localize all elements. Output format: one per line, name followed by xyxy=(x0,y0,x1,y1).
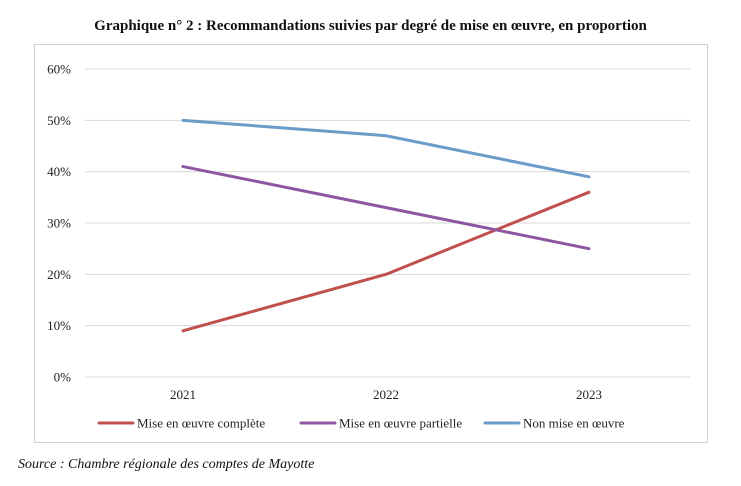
y-tick-label: 20% xyxy=(47,267,71,282)
legend-label: Mise en œuvre complète xyxy=(137,416,265,431)
x-tick-label: 2023 xyxy=(576,387,602,402)
legend-label: Mise en œuvre partielle xyxy=(339,416,462,431)
x-tick-label: 2021 xyxy=(170,387,196,402)
y-tick-label: 40% xyxy=(47,164,71,179)
chart-title: Graphique n° 2 : Recommandations suivies… xyxy=(94,18,647,34)
series-line xyxy=(181,165,591,251)
y-tick-label: 30% xyxy=(47,216,71,231)
y-tick-label: 60% xyxy=(47,62,71,77)
x-tick-label: 2022 xyxy=(373,387,399,402)
source-note: Source : Chambre régionale des comptes d… xyxy=(18,457,315,472)
chart-frame xyxy=(34,44,708,443)
series-line xyxy=(181,190,591,333)
y-tick-label: 10% xyxy=(47,318,71,333)
y-tick-label: 50% xyxy=(47,113,71,128)
legend-label: Non mise en œuvre xyxy=(523,416,625,431)
series-line xyxy=(181,118,591,179)
y-tick-label: 0% xyxy=(54,370,72,385)
